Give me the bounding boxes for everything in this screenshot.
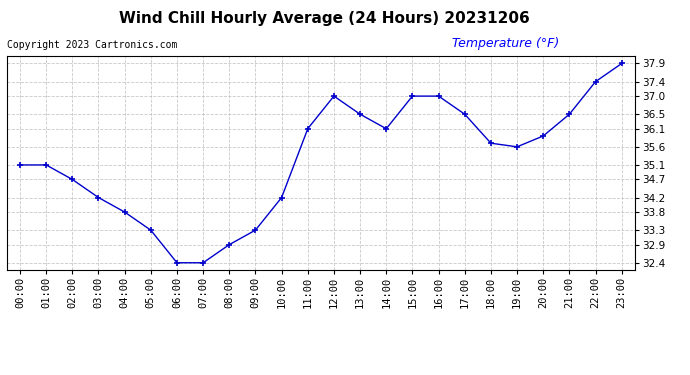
Text: Temperature (°F): Temperature (°F) [452,37,560,50]
Text: Copyright 2023 Cartronics.com: Copyright 2023 Cartronics.com [7,40,177,50]
Text: Wind Chill Hourly Average (24 Hours) 20231206: Wind Chill Hourly Average (24 Hours) 202… [119,11,530,26]
